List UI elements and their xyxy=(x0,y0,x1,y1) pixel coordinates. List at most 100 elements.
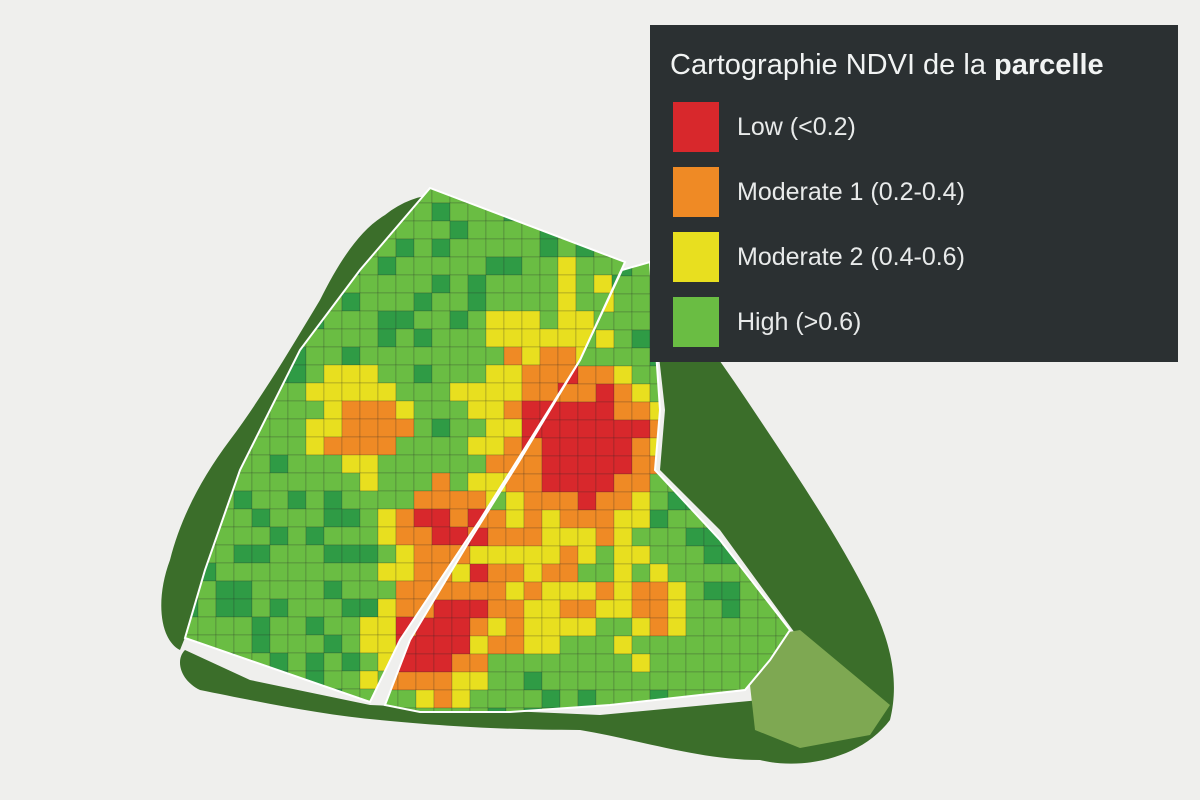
ndvi-cell xyxy=(323,580,343,600)
ndvi-cell xyxy=(269,238,289,258)
ndvi-cell xyxy=(577,545,597,565)
ndvi-cell xyxy=(251,188,271,204)
ndvi-cell xyxy=(359,400,379,420)
ndvi-cell xyxy=(323,508,343,528)
ndvi-cell xyxy=(251,508,271,528)
ndvi-cell xyxy=(197,616,217,636)
ndvi-cell xyxy=(523,635,543,655)
ndvi-cell xyxy=(649,491,669,511)
ndvi-cell xyxy=(503,346,523,366)
ndvi-cell xyxy=(413,418,433,438)
ndvi-cell xyxy=(541,671,561,691)
ndvi-cell xyxy=(451,653,471,673)
ndvi-cell xyxy=(593,256,613,276)
ndvi-cell xyxy=(451,617,471,637)
ndvi-cell xyxy=(613,545,633,565)
ndvi-cell xyxy=(305,454,325,474)
ndvi-cell xyxy=(449,418,469,438)
ndvi-cell xyxy=(305,616,325,636)
ndvi-cell xyxy=(377,274,397,294)
ndvi-cell xyxy=(251,562,271,582)
ndvi-cell xyxy=(269,598,289,618)
ndvi-cell xyxy=(251,544,271,564)
ndvi-cell xyxy=(485,310,505,330)
ndvi-cell xyxy=(631,671,651,691)
legend-item-high: High (>0.6) xyxy=(670,296,1158,348)
ndvi-cell xyxy=(269,544,289,564)
ndvi-cell xyxy=(377,256,397,276)
ndvi-cell xyxy=(269,454,289,474)
ndvi-cell xyxy=(667,563,687,583)
ndvi-cell xyxy=(505,581,525,601)
ndvi-cell xyxy=(359,328,379,348)
ndvi-cell xyxy=(577,635,597,655)
ndvi-cell xyxy=(185,310,199,330)
ndvi-cell xyxy=(559,437,579,457)
ndvi-cell xyxy=(485,220,505,240)
ndvi-cell xyxy=(305,220,325,240)
ndvi-cell xyxy=(215,544,235,564)
ndvi-cell xyxy=(451,671,471,691)
ndvi-cell xyxy=(251,202,271,222)
ndvi-cell xyxy=(251,346,271,366)
ndvi-cell xyxy=(559,671,579,691)
ndvi-cell xyxy=(185,418,199,438)
ndvi-cell xyxy=(341,544,361,564)
ndvi-cell xyxy=(505,491,525,511)
ndvi-cell xyxy=(305,346,325,366)
legend-label-moderate-2: Moderate 2 (0.4-0.6) xyxy=(737,242,965,271)
ndvi-cell xyxy=(215,274,235,294)
ndvi-cell xyxy=(413,526,433,546)
ndvi-cell xyxy=(305,364,325,384)
ndvi-cell xyxy=(395,400,415,420)
ndvi-cell xyxy=(595,491,615,511)
ndvi-cell xyxy=(377,526,397,546)
ndvi-cell xyxy=(449,238,469,258)
ndvi-cell xyxy=(449,202,469,222)
ndvi-cell xyxy=(539,364,559,384)
ndvi-cell xyxy=(541,635,561,655)
ndvi-cell xyxy=(739,599,759,619)
ndvi-cell xyxy=(775,383,790,403)
ndvi-cell xyxy=(487,653,507,673)
ndvi-cell xyxy=(467,364,487,384)
ndvi-cell xyxy=(613,293,633,313)
ndvi-cell xyxy=(215,418,235,438)
ndvi-cell xyxy=(559,455,579,475)
ndvi-cell xyxy=(577,599,597,619)
ndvi-cell xyxy=(577,473,597,493)
ndvi-cell xyxy=(541,437,561,457)
ndvi-cell xyxy=(557,220,577,240)
ndvi-cell xyxy=(595,563,615,583)
ndvi-cell xyxy=(341,526,361,546)
ndvi-cell xyxy=(413,382,433,402)
ndvi-cell xyxy=(377,544,397,564)
ndvi-cell xyxy=(595,347,615,367)
ndvi-cell xyxy=(197,346,217,366)
ndvi-cell xyxy=(557,346,577,366)
ndvi-cell xyxy=(287,238,307,258)
ndvi-cell xyxy=(467,310,487,330)
ndvi-cell xyxy=(359,616,379,636)
ndvi-cell xyxy=(251,310,271,330)
ndvi-cell xyxy=(613,419,633,439)
ndvi-cell xyxy=(595,455,615,475)
ndvi-cell xyxy=(233,292,253,312)
ndvi-cell xyxy=(431,508,451,528)
ndvi-cell xyxy=(185,220,199,240)
ndvi-cell xyxy=(287,490,307,510)
ndvi-cell xyxy=(559,401,579,421)
ndvi-cell xyxy=(359,508,379,528)
ndvi-cell xyxy=(395,274,415,294)
ndvi-cell xyxy=(467,238,487,258)
ndvi-cell xyxy=(613,563,633,583)
ndvi-cell xyxy=(575,310,595,330)
ndvi-cell xyxy=(305,472,325,492)
ndvi-cell xyxy=(323,364,343,384)
ndvi-cell xyxy=(523,455,543,475)
ndvi-cell xyxy=(305,562,325,582)
ndvi-cell xyxy=(667,599,687,619)
ndvi-cell xyxy=(757,383,777,403)
ndvi-cell xyxy=(703,653,723,673)
legend-title-text: Cartographie NDVI de la xyxy=(670,49,994,81)
